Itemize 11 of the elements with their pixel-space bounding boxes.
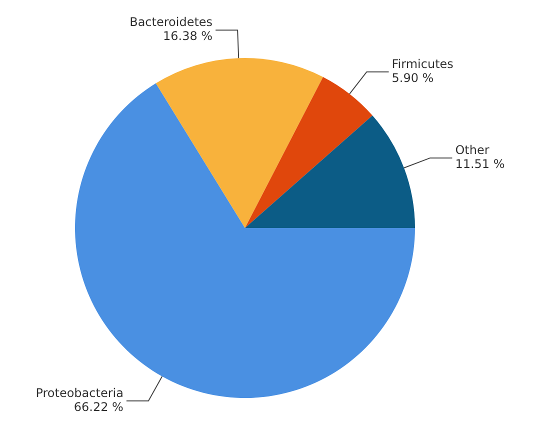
slice-label: Proteobacteria: [36, 386, 124, 400]
pie-slice: [245, 116, 415, 228]
pie-slice: [245, 76, 372, 228]
data-label: 16.38 %: [162, 29, 213, 44]
slice-label: Other: [455, 142, 490, 157]
slice-label: Bacteroidetes: [130, 15, 213, 30]
pie-slice: [156, 58, 324, 228]
data-label: 11.51 %: [455, 156, 505, 171]
slice-label: Firmicutes: [392, 56, 454, 71]
data-label: 5.90 %: [392, 70, 434, 85]
data-label: 66.22 %: [74, 400, 124, 414]
